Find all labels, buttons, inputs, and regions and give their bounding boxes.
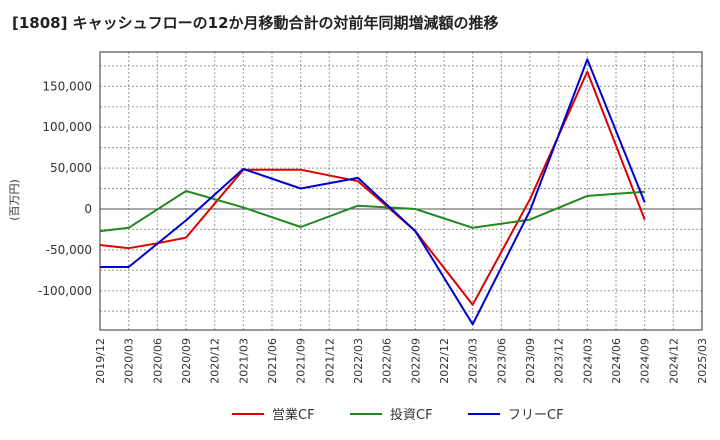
- y-tick-label: 0: [84, 202, 92, 216]
- x-tick-label: 2021/12: [323, 338, 336, 384]
- x-tick-label: 2023/12: [553, 338, 566, 384]
- series-line: [100, 58, 646, 326]
- x-tick-label: 2021/09: [295, 338, 308, 384]
- y-tick-label: 150,000: [42, 79, 92, 93]
- x-tick-label: 2021/03: [237, 338, 250, 384]
- x-tick-label: 2019/12: [94, 338, 107, 384]
- x-tick-label: 2022/03: [352, 338, 365, 384]
- chart-title: [1808] キャッシュフローの12か月移動合計の対前年同期増減額の推移: [12, 14, 499, 32]
- x-tick-label: 2024/03: [581, 338, 594, 384]
- x-tick-label: 2022/12: [438, 338, 451, 384]
- x-tick-label: 2024/09: [639, 338, 652, 384]
- legend-label: 営業CF: [272, 407, 315, 423]
- x-tick-label: 2022/06: [381, 338, 394, 384]
- series-line: [99, 70, 646, 306]
- series-line: [99, 190, 645, 233]
- x-tick-label: 2020/09: [180, 338, 193, 384]
- x-tick-label: 2022/09: [409, 338, 422, 384]
- x-tick-label: 2023/06: [495, 338, 508, 384]
- x-tick-label: 2020/03: [123, 338, 136, 384]
- x-tick-label: 2023/09: [524, 338, 537, 384]
- x-tick-label: 2025/03: [696, 338, 709, 384]
- x-tick-label: 2023/03: [467, 338, 480, 384]
- y-tick-label: 50,000: [50, 161, 92, 175]
- x-tick-label: 2021/06: [266, 338, 279, 384]
- legend-label: 投資CF: [390, 407, 433, 423]
- legend-label: フリーCF: [508, 408, 564, 423]
- x-tick-label: 2020/06: [151, 338, 164, 384]
- y-tick-label: 100,000: [42, 120, 92, 134]
- y-tick-label: -100,000: [38, 284, 92, 298]
- x-tick-label: 2024/06: [610, 338, 623, 384]
- x-tick-label: 2024/12: [667, 338, 680, 384]
- y-tick-label: -50,000: [46, 243, 92, 257]
- plot-border: [99, 51, 703, 331]
- x-tick-label: 2020/12: [209, 338, 222, 384]
- y-axis-label: (百万円): [8, 179, 21, 221]
